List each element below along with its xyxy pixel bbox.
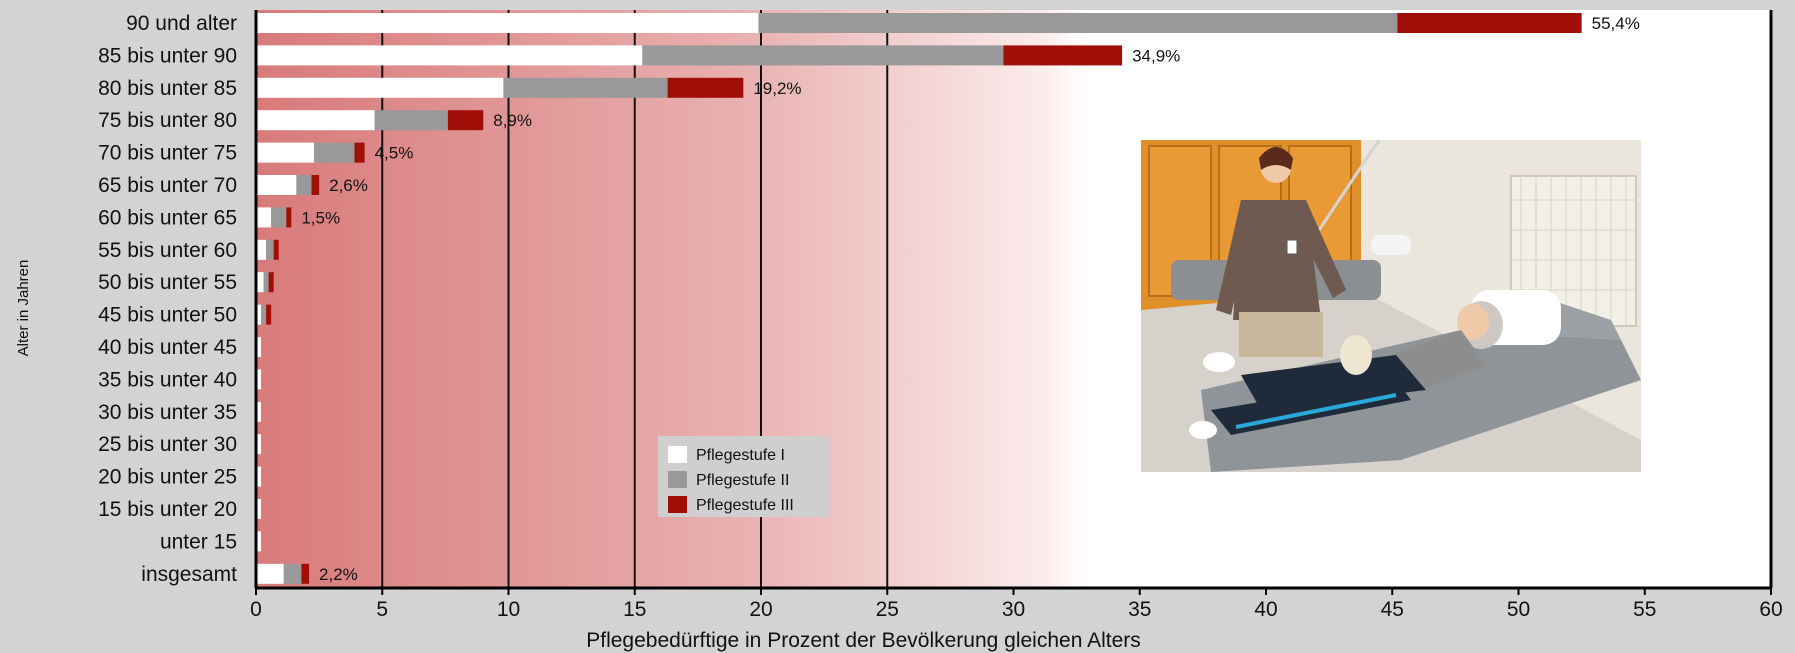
bar-segment-1 [256,45,643,66]
bar-segment-1 [256,110,375,131]
bar-segment-2 [261,304,267,325]
x-tick-label: 35 [1128,598,1151,621]
bar-segment-3 [266,304,272,325]
category-label: 75 bis unter 80 [98,109,237,132]
data-label: 19,2% [753,79,801,98]
bar-segment-1 [256,239,267,260]
bar-segment-1 [256,142,315,163]
data-label: 55,4% [1592,14,1640,33]
bar-segment-1 [256,434,262,455]
category-label: 55 bis unter 60 [98,239,237,262]
bar-segment-2 [296,175,312,195]
data-label: 34,9% [1132,46,1180,65]
bar-segment-1 [256,337,262,357]
legend-swatch [668,471,687,488]
bar-segment-2 [263,272,269,293]
bar-segment-3 [1003,45,1123,66]
category-label: 45 bis unter 50 [98,304,237,327]
bar-segment-1 [256,77,504,98]
bar-segment-1 [256,369,262,390]
bar-segment-1 [256,499,262,519]
bar-segment-3 [354,142,365,163]
x-tick-label: 15 [623,598,646,621]
x-tick-label: 5 [376,598,388,621]
bar-segment-3 [273,239,279,260]
legend-label: Pflegestufe III [696,497,794,514]
x-tick-label: 25 [876,598,899,621]
bar-segment-3 [268,272,274,293]
category-label: 60 bis unter 65 [98,206,237,229]
bar-segment-1 [256,304,262,325]
legend-label: Pflegestufe I [696,447,785,464]
bar-segment-2 [266,239,274,260]
bar-segment-1 [256,272,264,293]
data-label: 2,6% [329,176,368,195]
bar-segment-3 [311,175,320,195]
legend-swatch [668,446,687,463]
category-label: 40 bis unter 45 [98,336,237,359]
bar-segment-2 [314,142,355,163]
bar-segment-1 [256,563,284,584]
legend-label: Pflegestufe II [696,472,789,489]
legend: Pflegestufe I Pflegestufe II Pflegestufe I… [658,436,830,517]
bar-segment-1 [256,13,759,33]
data-label: 2,2% [319,565,358,584]
category-label: 25 bis unter 30 [98,433,237,456]
bar-segment-1 [256,401,262,422]
category-label: 85 bis unter 90 [98,44,237,67]
bar-segment-1 [256,531,262,552]
bar-segment-1 [256,175,297,195]
data-label: 4,5% [375,144,414,163]
x-tick-label: 20 [749,598,772,621]
photo-caregiver-patient [1141,139,1641,472]
x-tick-label: 40 [1254,598,1277,621]
category-label: 35 bis unter 40 [98,368,237,391]
category-label: insgesamt [141,563,237,586]
bar-segment-2 [374,110,448,131]
bar-segment-2 [271,207,287,228]
bar-segment-1 [256,207,272,228]
x-tick-label: 50 [1507,598,1530,621]
bar-segment-2 [642,45,1004,66]
x-tick-label: 10 [497,598,520,621]
x-tick-label: 60 [1759,598,1782,621]
bar-segment-3 [447,110,484,131]
x-tick-label: 30 [1002,598,1025,621]
x-tick-label: 45 [1381,598,1404,621]
x-tick-label: 0 [250,598,262,621]
x-axis-title: Pflegebedürftige in Prozent der Bevölker… [586,629,1141,652]
category-label: 80 bis unter 85 [98,77,237,100]
legend-swatch [668,496,687,513]
category-label: 50 bis unter 55 [98,271,237,294]
bar-segment-2 [758,13,1398,33]
data-label: 8,9% [493,111,532,130]
data-label: 1,5% [301,208,340,227]
category-label: 90 und alter [126,12,237,35]
bar-segment-3 [301,563,310,584]
bar-segment-1 [256,466,262,487]
category-label: 70 bis unter 75 [98,142,237,165]
y-axis-title: Alter in Jahren [15,260,32,357]
x-tick-label: 55 [1633,598,1656,621]
category-label: 15 bis unter 20 [98,498,237,521]
bar-segment-3 [667,77,744,98]
bar-segment-2 [283,563,302,584]
category-label: 30 bis unter 35 [98,401,237,424]
category-label: 20 bis unter 25 [98,466,237,489]
category-label: unter 15 [160,530,237,553]
category-label: 65 bis unter 70 [98,174,237,197]
bar-segment-2 [503,77,668,98]
bar-segment-3 [1397,13,1582,33]
bar-segment-3 [286,207,292,228]
